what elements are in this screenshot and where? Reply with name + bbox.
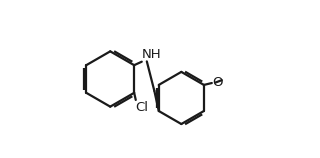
Text: Cl: Cl [135,101,148,114]
Text: O: O [212,76,223,89]
Text: NH: NH [142,48,162,61]
